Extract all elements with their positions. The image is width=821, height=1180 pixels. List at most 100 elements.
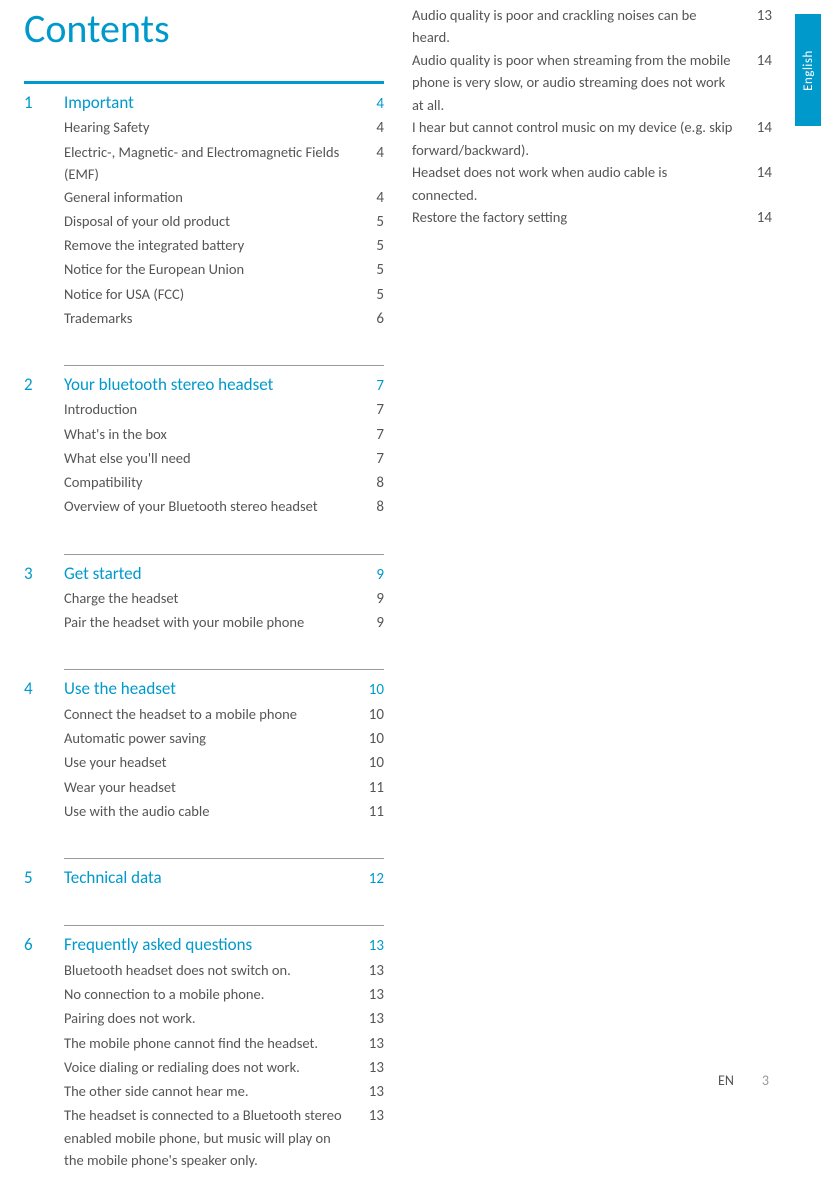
toc-item-page: 13 (354, 1081, 384, 1104)
section-divider (64, 858, 384, 859)
toc-item-page: 5 (354, 284, 384, 307)
toc-chapter-row[interactable]: 2Your bluetooth stereo headset7 (24, 372, 384, 398)
toc-item-text: Audio quality is poor when streaming fro… (412, 49, 742, 116)
toc-item-page: 13 (354, 1033, 384, 1056)
toc-chapter-row[interactable]: 4Use the headset10 (24, 676, 384, 702)
toc-section: 3Get started9Charge the headset9Pair the… (24, 561, 384, 636)
toc-item-text: The mobile phone cannot find the headset… (64, 1032, 354, 1054)
toc-section: 1Important4Hearing Safety4Electric-, Mag… (24, 90, 384, 331)
title-rule (24, 81, 384, 84)
toc-chapter-row[interactable]: 6Frequently asked questions13 (24, 932, 384, 958)
toc-item-row[interactable]: Compatibility8 (24, 471, 384, 495)
toc-item-text: Audio quality is poor and crackling nois… (412, 4, 742, 49)
toc-item-row[interactable]: Notice for the European Union5 (24, 258, 384, 282)
toc-section: 2Your bluetooth stereo headset7Introduct… (24, 372, 384, 520)
toc-item-row[interactable]: Electric-, Magnetic- and Electromagnetic… (24, 141, 384, 186)
toc-item-page: 10 (354, 704, 384, 727)
toc-item-page: 10 (354, 728, 384, 751)
toc-item-page: 13 (354, 960, 384, 983)
toc-item-text: Pair the headset with your mobile phone (64, 611, 354, 633)
chapter-number: 1 (24, 90, 64, 116)
toc-item-page: 14 (742, 162, 772, 185)
toc-item-page: 8 (354, 472, 384, 495)
toc-item-row[interactable]: Notice for USA (FCC)5 (24, 283, 384, 307)
toc-item-page: 13 (354, 984, 384, 1007)
chapter-number: 2 (24, 372, 64, 398)
toc-item-row[interactable]: Audio quality is poor and crackling nois… (412, 4, 772, 49)
toc-item-text: Notice for USA (FCC) (64, 283, 354, 305)
toc-item-row[interactable]: Use with the audio cable11 (24, 800, 384, 824)
toc-item-page: 4 (354, 117, 384, 140)
toc-item-text: Automatic power saving (64, 727, 354, 749)
toc-item-text: Charge the headset (64, 587, 354, 609)
toc-item-row[interactable]: Disposal of your old product5 (24, 210, 384, 234)
toc-item-text: What else you'll need (64, 447, 354, 469)
toc-item-row[interactable]: Automatic power saving10 (24, 727, 384, 751)
chapter-number: 6 (24, 932, 64, 958)
toc-item-row[interactable]: General information4 (24, 186, 384, 210)
toc-item-row[interactable]: The other side cannot hear me.13 (24, 1080, 384, 1104)
toc-item-row[interactable]: Voice dialing or redialing does not work… (24, 1056, 384, 1080)
toc-item-page: 4 (354, 187, 384, 210)
toc-item-page: 9 (354, 612, 384, 635)
toc-item-row[interactable]: Audio quality is poor when streaming fro… (412, 49, 772, 116)
toc-item-row[interactable]: Trademarks6 (24, 307, 384, 331)
language-tab-label: English (801, 50, 816, 91)
toc-item-text: Connect the headset to a mobile phone (64, 703, 354, 725)
toc-column-right: Audio quality is poor and crackling nois… (412, 0, 772, 1180)
toc-item-text: Use with the audio cable (64, 800, 354, 822)
toc-item-row[interactable]: I hear but cannot control music on my de… (412, 116, 772, 161)
toc-item-row[interactable]: Wear your headset11 (24, 776, 384, 800)
toc-item-page: 13 (354, 1008, 384, 1031)
toc-item-row[interactable]: Restore the factory setting14 (412, 206, 772, 230)
toc-item-row[interactable]: Hearing Safety4 (24, 116, 384, 140)
chapter-number: 3 (24, 561, 64, 587)
toc-item-row[interactable]: The headset is connected to a Bluetooth … (24, 1104, 384, 1171)
toc-item-page: 14 (742, 207, 772, 230)
toc-item-row[interactable]: Remove the integrated battery5 (24, 234, 384, 258)
toc-item-row[interactable]: Pair the headset with your mobile phone9 (24, 611, 384, 635)
toc-item-row[interactable]: Headset does not work when audio cable i… (412, 161, 772, 206)
chapter-number: 4 (24, 676, 64, 702)
toc-item-page: 9 (354, 588, 384, 611)
toc-item-row[interactable]: Charge the headset9 (24, 587, 384, 611)
chapter-title: Technical data (64, 865, 354, 891)
toc-item-row[interactable]: Overview of your Bluetooth stereo headse… (24, 495, 384, 519)
toc-item-page: 14 (742, 50, 772, 73)
toc-item-page: 13 (354, 1105, 384, 1128)
section-divider (64, 669, 384, 670)
toc-chapter-row[interactable]: 5Technical data12 (24, 865, 384, 891)
toc-item-row[interactable]: Use your headset10 (24, 751, 384, 775)
page-footer: EN 3 (718, 1072, 769, 1089)
toc-item-text: Remove the integrated battery (64, 234, 354, 256)
chapter-page: 7 (354, 375, 384, 398)
toc-item-row[interactable]: Introduction7 (24, 398, 384, 422)
toc-item-text: No connection to a mobile phone. (64, 983, 354, 1005)
toc-chapter-row[interactable]: 3Get started9 (24, 561, 384, 587)
toc-chapter-row[interactable]: 1Important4 (24, 90, 384, 116)
toc-item-page: 5 (354, 211, 384, 234)
toc-item-text: Restore the factory setting (412, 206, 742, 228)
toc-item-row[interactable]: Bluetooth headset does not switch on.13 (24, 959, 384, 983)
toc-item-text: Notice for the European Union (64, 258, 354, 280)
toc-item-text: What's in the box (64, 423, 354, 445)
toc-item-page: 6 (354, 308, 384, 331)
toc-item-row[interactable]: What's in the box7 (24, 423, 384, 447)
toc-item-page: 14 (742, 117, 772, 140)
toc-item-text: Introduction (64, 398, 354, 420)
language-tab: English (795, 14, 821, 126)
toc-item-text: Voice dialing or redialing does not work… (64, 1056, 354, 1078)
toc-item-text: General information (64, 186, 354, 208)
toc-section: 4Use the headset10Connect the headset to… (24, 676, 384, 824)
toc-item-row[interactable]: What else you'll need7 (24, 447, 384, 471)
toc-item-row[interactable]: Connect the headset to a mobile phone10 (24, 703, 384, 727)
toc-item-text: The headset is connected to a Bluetooth … (64, 1104, 354, 1171)
toc-item-row[interactable]: Pairing does not work.13 (24, 1007, 384, 1031)
chapter-title: Your bluetooth stereo headset (64, 372, 354, 398)
toc-item-text: Bluetooth headset does not switch on. (64, 959, 354, 981)
toc-item-page: 7 (354, 399, 384, 422)
toc-item-row[interactable]: The mobile phone cannot find the headset… (24, 1032, 384, 1056)
chapter-title: Important (64, 90, 354, 116)
toc-item-text: Headset does not work when audio cable i… (412, 161, 742, 206)
toc-item-row[interactable]: No connection to a mobile phone.13 (24, 983, 384, 1007)
